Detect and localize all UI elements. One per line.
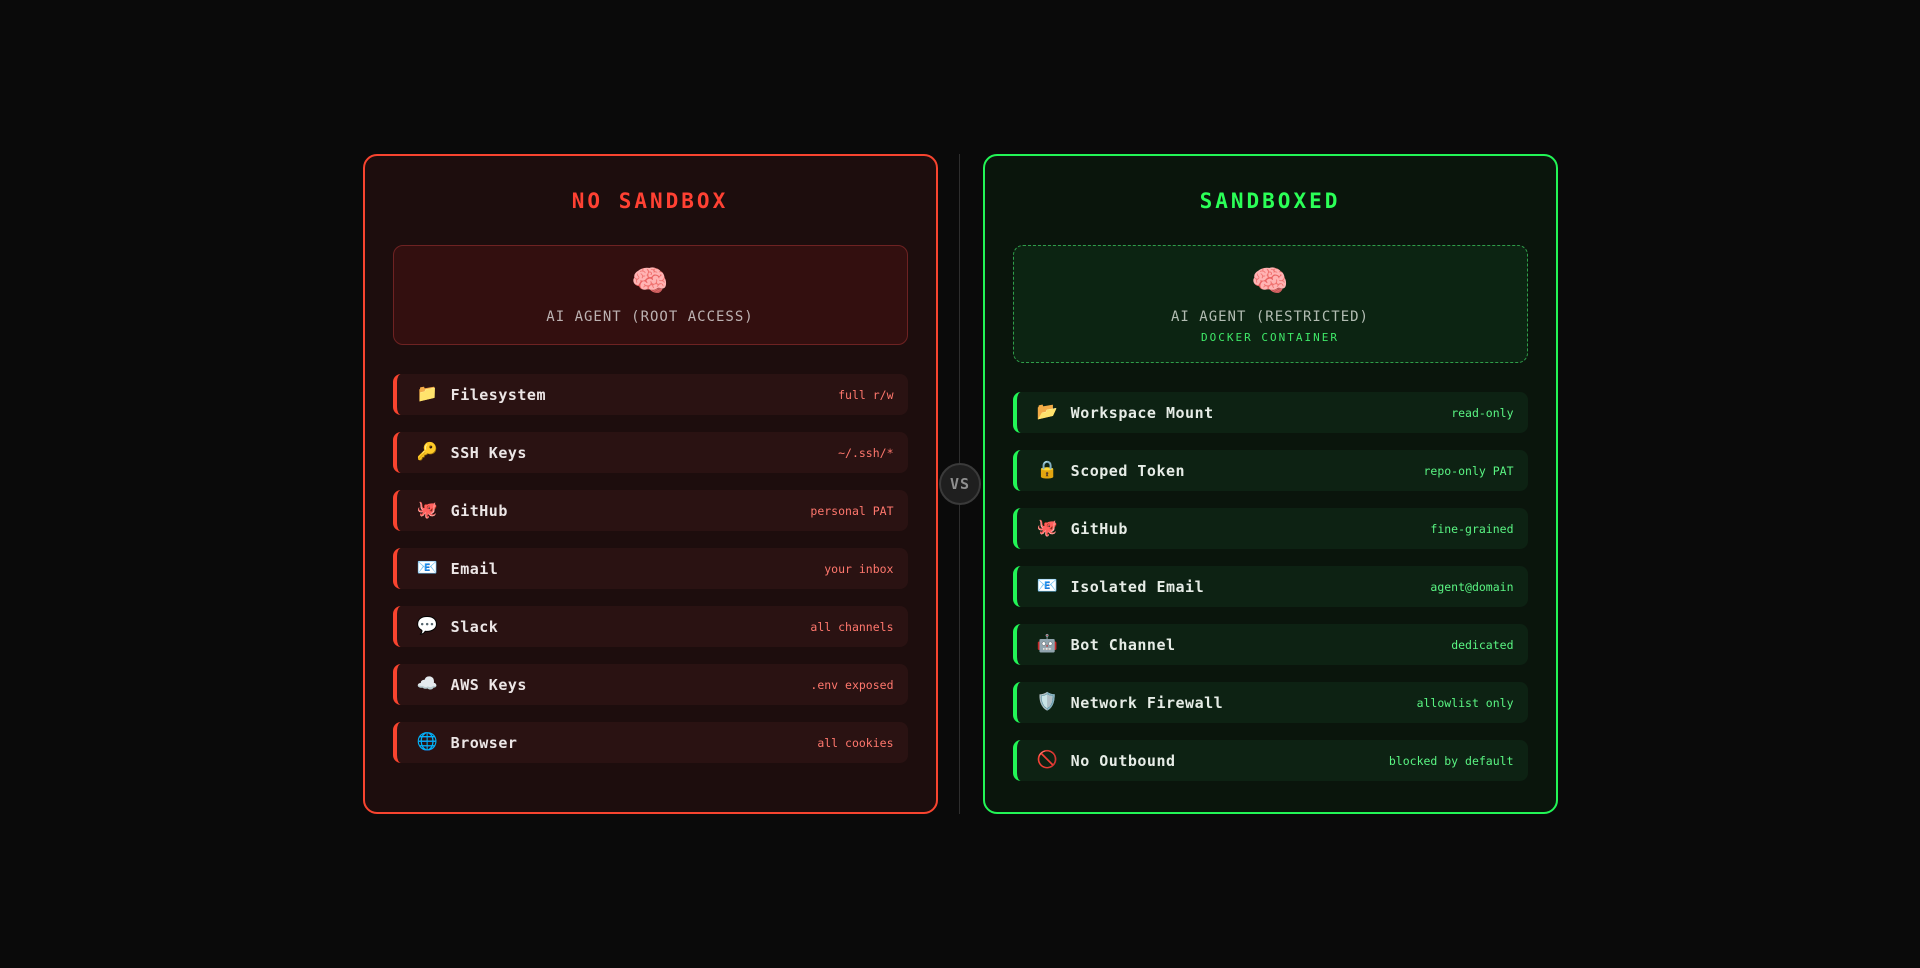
shield-icon: 🛡️ [1036,692,1058,712]
restricted-agent-card: 🧠 AI AGENT (RESTRICTED) DOCKER CONTAINER [1012,245,1528,363]
access-item-github: 🐙 GitHub personal PAT [392,490,908,531]
item-value: full r/w [838,387,894,402]
open-folder-icon: 📂 [1036,402,1058,422]
key-icon: 🔑 [416,442,438,462]
octopus-icon: 🐙 [1036,518,1058,538]
robot-icon: 🤖 [1036,634,1058,654]
agent-sublabel: DOCKER CONTAINER [1201,331,1339,344]
item-value: allowlist only [1416,695,1514,710]
item-label: Workspace Mount [1070,403,1214,422]
access-item-slack: 💬 Slack all channels [392,606,908,647]
access-item-workspace-mount: 📂 Workspace Mount read-only [1012,392,1528,433]
item-value: .env exposed [810,677,894,692]
access-item-github: 🐙 GitHub fine-grained [1012,508,1528,549]
item-label: Slack [450,617,499,636]
item-label: AWS Keys [450,675,527,694]
prohibited-icon: 🚫 [1036,750,1058,770]
item-value: blocked by default [1388,753,1514,768]
sandboxed-access-list: 📂 Workspace Mount read-only 🔒 Scoped Tok… [1012,392,1528,781]
access-item-bot-channel: 🤖 Bot Channel dedicated [1012,624,1528,665]
item-label: Scoped Token [1070,461,1186,480]
access-item-aws-keys: ☁️ AWS Keys .env exposed [392,664,908,705]
globe-icon: 🌐 [416,732,438,752]
item-value: all cookies [817,735,894,750]
item-value: all channels [810,619,894,634]
item-label: No Outbound [1070,751,1176,770]
access-item-no-outbound: 🚫 No Outbound blocked by default [1012,740,1528,781]
lock-icon: 🔒 [1036,460,1058,480]
root-agent-card: 🧠 AI AGENT (ROOT ACCESS) [392,245,908,345]
access-item-email: 📧 Email your inbox [392,548,908,589]
sandboxed-panel: SANDBOXED 🧠 AI AGENT (RESTRICTED) DOCKER… [982,154,1558,814]
item-value: dedicated [1451,637,1514,652]
item-label: Isolated Email [1070,577,1205,596]
item-value: fine-grained [1430,521,1514,536]
access-item-filesystem: 📁 Filesystem full r/w [392,374,908,415]
sandboxed-title: SANDBOXED [1199,189,1341,213]
item-label: Email [450,559,499,578]
access-item-isolated-email: 📧 Isolated Email agent@domain [1012,566,1528,607]
item-label: GitHub [450,501,508,520]
item-value: agent@domain [1430,579,1514,594]
access-item-scoped-token: 🔒 Scoped Token repo-only PAT [1012,450,1528,491]
brain-icon: 🧠 [631,264,669,299]
agent-label: AI AGENT (RESTRICTED) [1170,309,1369,325]
octopus-icon: 🐙 [416,500,438,520]
access-item-browser: 🌐 Browser all cookies [392,722,908,763]
no-sandbox-access-list: 📁 Filesystem full r/w 🔑 SSH Keys ~/.ssh/… [392,374,908,763]
item-label: GitHub [1070,519,1128,538]
folder-icon: 📁 [416,384,438,404]
brain-icon: 🧠 [1251,264,1289,299]
item-value: personal PAT [810,503,894,518]
speech-balloon-icon: 💬 [416,616,438,636]
access-item-ssh-keys: 🔑 SSH Keys ~/.ssh/* [392,432,908,473]
item-label: Network Firewall [1070,693,1224,712]
email-icon: 📧 [416,558,438,578]
cloud-icon: ☁️ [416,674,438,694]
item-label: Browser [450,733,518,752]
vs-badge: VS [939,463,981,505]
item-label: Filesystem [450,385,546,404]
no-sandbox-title: NO SANDBOX [571,189,729,213]
item-label: SSH Keys [450,443,527,462]
item-label: Bot Channel [1070,635,1176,654]
no-sandbox-panel: NO SANDBOX 🧠 AI AGENT (ROOT ACCESS) 📁 Fi… [362,154,938,814]
item-value: repo-only PAT [1423,463,1514,478]
item-value: your inbox [824,561,894,576]
agent-label: AI AGENT (ROOT ACCESS) [546,309,754,325]
email-icon: 📧 [1036,576,1058,596]
item-value: read-only [1451,405,1514,420]
item-value: ~/.ssh/* [838,445,894,460]
access-item-network-firewall: 🛡️ Network Firewall allowlist only [1012,682,1528,723]
